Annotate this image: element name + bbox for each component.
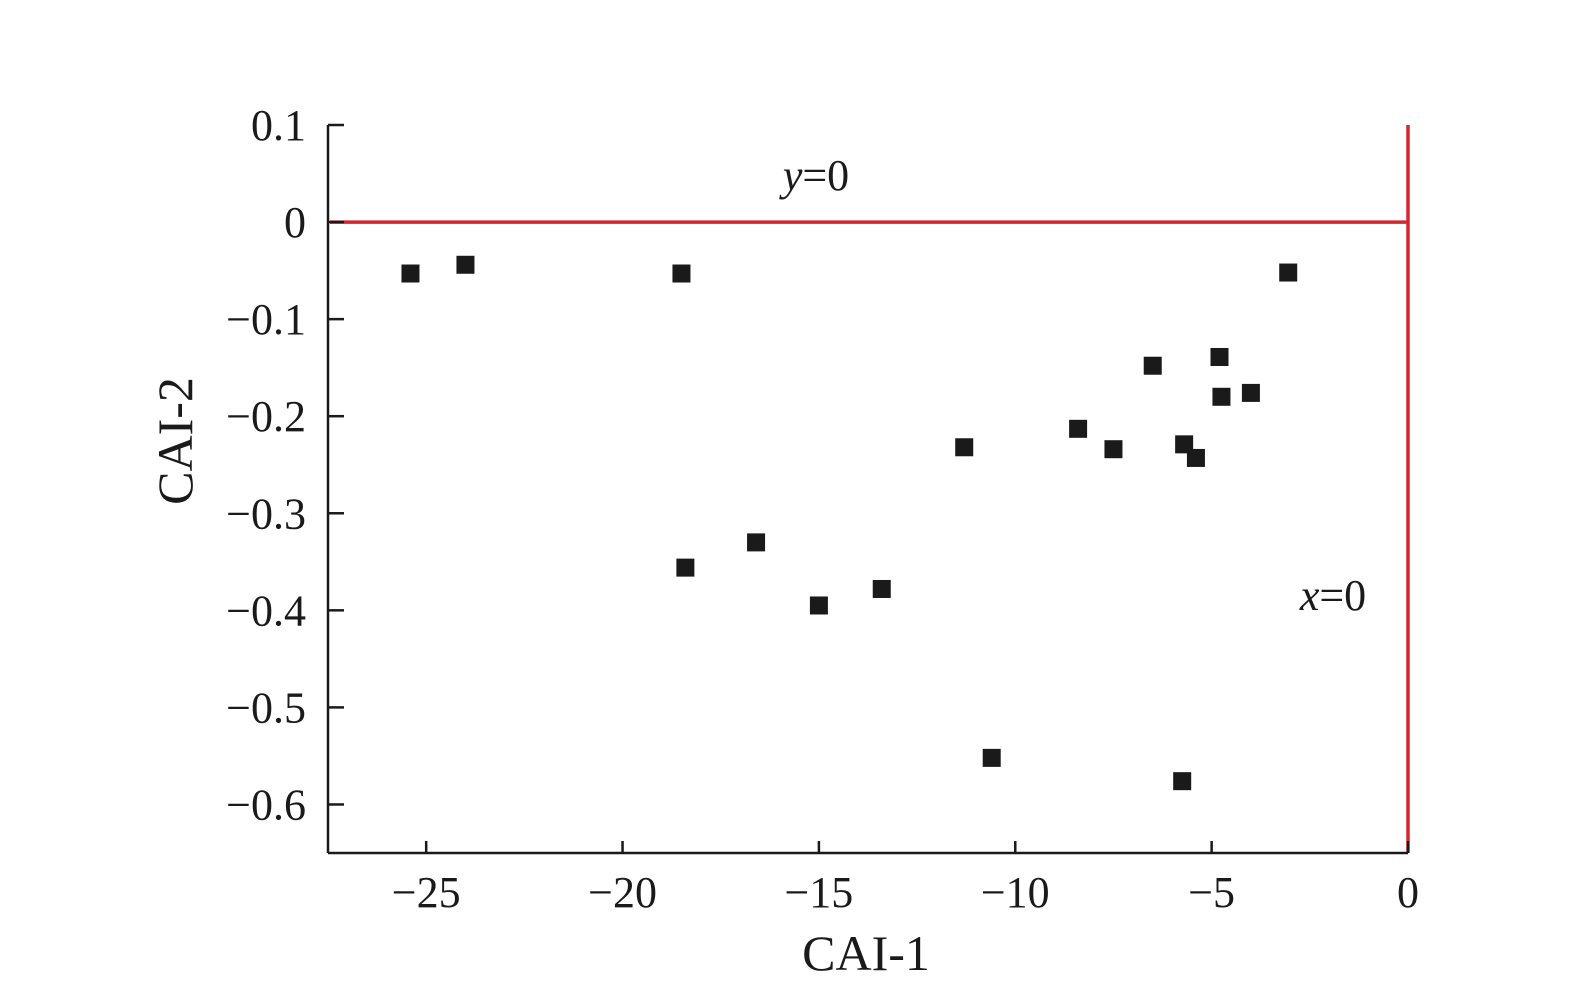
data-point	[1186, 448, 1205, 467]
y-tick-label: −0.4	[226, 586, 306, 635]
reference-line-labels: y=0x=0	[779, 151, 1366, 620]
reference-label-var: x	[1299, 571, 1320, 620]
y-tick-label: −0.1	[226, 295, 306, 344]
data-point	[401, 264, 420, 283]
reference-lines	[330, 125, 1410, 853]
reference-label-rest: =0	[802, 151, 849, 200]
data-point	[1173, 772, 1192, 791]
axes	[326, 125, 1408, 855]
y-tick-label: 0	[284, 198, 306, 247]
x-axis-title: CAI-1	[802, 925, 930, 981]
x-tick-label: −15	[784, 868, 853, 917]
x-tick-label: 0	[1397, 868, 1419, 917]
y-tick-label: −0.5	[226, 683, 306, 732]
data-point	[1210, 347, 1229, 366]
data-point	[1279, 263, 1298, 282]
data-point	[1104, 440, 1123, 459]
x-tick-label: −20	[588, 868, 657, 917]
y-tick-label: −0.6	[226, 780, 306, 829]
y-tick-label: −0.2	[226, 392, 306, 441]
x-tick-label: −10	[981, 868, 1050, 917]
data-point	[1241, 383, 1260, 402]
data-point	[1069, 419, 1088, 438]
data-point	[809, 596, 828, 615]
reference-label-rest: =0	[1319, 571, 1366, 620]
y-axis-title: CAI-2	[147, 377, 203, 505]
data-point	[872, 579, 891, 598]
reference-label-var: y	[779, 151, 803, 200]
data-points	[401, 255, 1298, 791]
data-point	[1175, 435, 1194, 454]
data-point	[1212, 387, 1231, 406]
data-point	[747, 533, 766, 552]
reference-label-y0: y=0	[779, 151, 849, 200]
data-point	[955, 438, 974, 457]
data-point	[672, 264, 691, 283]
data-point	[456, 255, 475, 274]
y-tick-label: −0.3	[226, 489, 306, 538]
y-axis-ticks: 0.1 0 −0.1 −0.2 −0.3 −0.4 −0.5 −0.6	[226, 101, 344, 829]
reference-label-x0: x=0	[1299, 571, 1366, 620]
x-tick-label: −5	[1188, 868, 1235, 917]
x-axis-ticks: −25 −20 −15 −10 −5 0	[392, 841, 1419, 917]
x-tick-label: −25	[392, 868, 461, 917]
data-point	[1143, 356, 1162, 375]
data-point	[676, 558, 695, 577]
data-point	[982, 748, 1001, 767]
y-tick-label: 0.1	[251, 101, 306, 150]
